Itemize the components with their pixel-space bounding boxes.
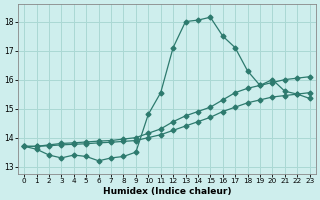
X-axis label: Humidex (Indice chaleur): Humidex (Indice chaleur): [103, 187, 231, 196]
